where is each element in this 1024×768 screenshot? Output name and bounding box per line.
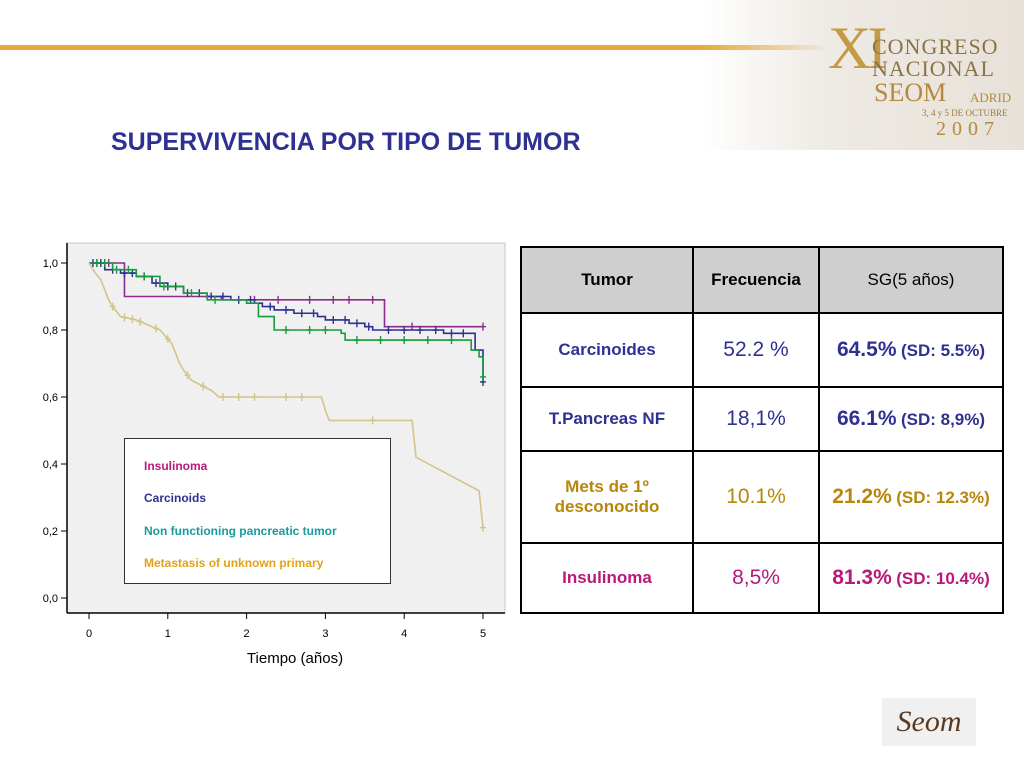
- x-tick-label: 3: [322, 628, 328, 640]
- sg-value: 21.2%: [832, 485, 892, 508]
- freq-cell: 18,1%: [692, 386, 820, 452]
- survival-table: Tumor Frecuencia SG(5 años) Carcinoides …: [520, 246, 1004, 614]
- y-tick-label: 0,6: [43, 392, 58, 404]
- x-tick-label: 1: [165, 628, 171, 640]
- legend-item-metastasis: Metastasis of unknown primary: [144, 556, 324, 570]
- freq-cell: 8,5%: [692, 542, 820, 614]
- tumor-cell: T.Pancreas NF: [520, 386, 694, 452]
- x-tick-label: 0: [86, 628, 92, 640]
- table-row: T.Pancreas NF 18,1% 66.1% (SD: 8,9%): [520, 386, 1004, 452]
- tumor-cell: Insulinoma: [520, 542, 694, 614]
- table-row: Insulinoma 8,5% 81.3% (SD: 10.4%): [520, 542, 1004, 614]
- x-tick-label: 2: [244, 628, 250, 640]
- y-tick-label: 0,8: [43, 325, 58, 337]
- accent-rule: [0, 45, 830, 50]
- y-tick-label: 0,0: [43, 593, 58, 605]
- x-tick-label: 4: [401, 628, 407, 640]
- legend-item-insulinoma: Insulinoma: [144, 459, 208, 473]
- sg-sd: (SD: 8,9%): [900, 410, 986, 429]
- tumor-cell: Mets de 1º desconocido: [520, 450, 694, 544]
- freq-cell: 52.2 %: [692, 312, 820, 388]
- series-line-metastasis-of-unknown-primary: [88, 262, 484, 528]
- logo-line-1: CONGRESO: [872, 34, 999, 59]
- series-line-insulinoma: [89, 262, 483, 328]
- logo-year: 2007: [936, 118, 1000, 140]
- tumor-cell: Carcinoides: [520, 312, 694, 388]
- sg-value: 66.1%: [836, 407, 897, 430]
- legend-item-carcinoids: Carcinoids: [144, 491, 207, 505]
- freq-cell: 10.1%: [692, 450, 820, 544]
- sg-value: 64.5%: [836, 338, 897, 361]
- chart-legend: Insulinoma Carcinoids Non functioning pa…: [124, 438, 391, 584]
- header-tumor: Tumor: [520, 246, 694, 314]
- x-tick-label: 5: [480, 628, 486, 640]
- y-tick-label: 0,2: [43, 526, 58, 538]
- sg-sd: (SD: 12.3%): [896, 488, 990, 507]
- logo-brand: SEOM: [874, 78, 947, 107]
- logo-city: ADRID: [970, 90, 1012, 105]
- sg-cell: 81.3% (SD: 10.4%): [818, 542, 1004, 614]
- sg-sd: (SD: 5.5%): [900, 341, 986, 360]
- header-sg: SG(5 años): [818, 246, 1004, 314]
- logo-line-2: NACIONAL: [872, 56, 995, 81]
- sg-value: 81.3%: [832, 566, 892, 589]
- congress-logo: XI CONGRESO NACIONAL SEOM ADRID 3, 4 y 5…: [700, 0, 1024, 150]
- page-title: SUPERVIVENCIA POR TIPO DE TUMOR: [111, 128, 581, 156]
- sg-cell: 21.2% (SD: 12.3%): [818, 450, 1004, 544]
- chart-axes: 0,0 0,2 0,4 0,6 0,8 1,0 0 1 2 3 4 5 Tiempo (años): [43, 243, 505, 667]
- sg-cell: 64.5% (SD: 5.5%): [818, 312, 1004, 388]
- legend-item-nonfunctioning: Non functioning pancreatic tumor: [144, 524, 337, 538]
- chart-series: [88, 259, 486, 532]
- logo-dates: 3, 4 y 5 DE OCTUBRE: [922, 108, 1008, 118]
- x-axis-label: Tiempo (años): [247, 650, 343, 667]
- seom-footer-logo: Seom: [882, 698, 976, 746]
- sg-cell: 66.1% (SD: 8,9%): [818, 386, 1004, 452]
- table-header-row: Tumor Frecuencia SG(5 años): [520, 246, 1004, 314]
- y-tick-label: 1,0: [43, 258, 58, 270]
- table-row: Carcinoides 52.2 % 64.5% (SD: 5.5%): [520, 312, 1004, 388]
- sg-sd: (SD: 10.4%): [896, 569, 990, 588]
- logo-numeral: XI: [828, 15, 887, 81]
- table-row: Mets de 1º desconocido 10.1% 21.2% (SD: …: [520, 450, 1004, 544]
- y-tick-label: 0,4: [43, 459, 58, 471]
- header-frecuencia: Frecuencia: [692, 246, 820, 314]
